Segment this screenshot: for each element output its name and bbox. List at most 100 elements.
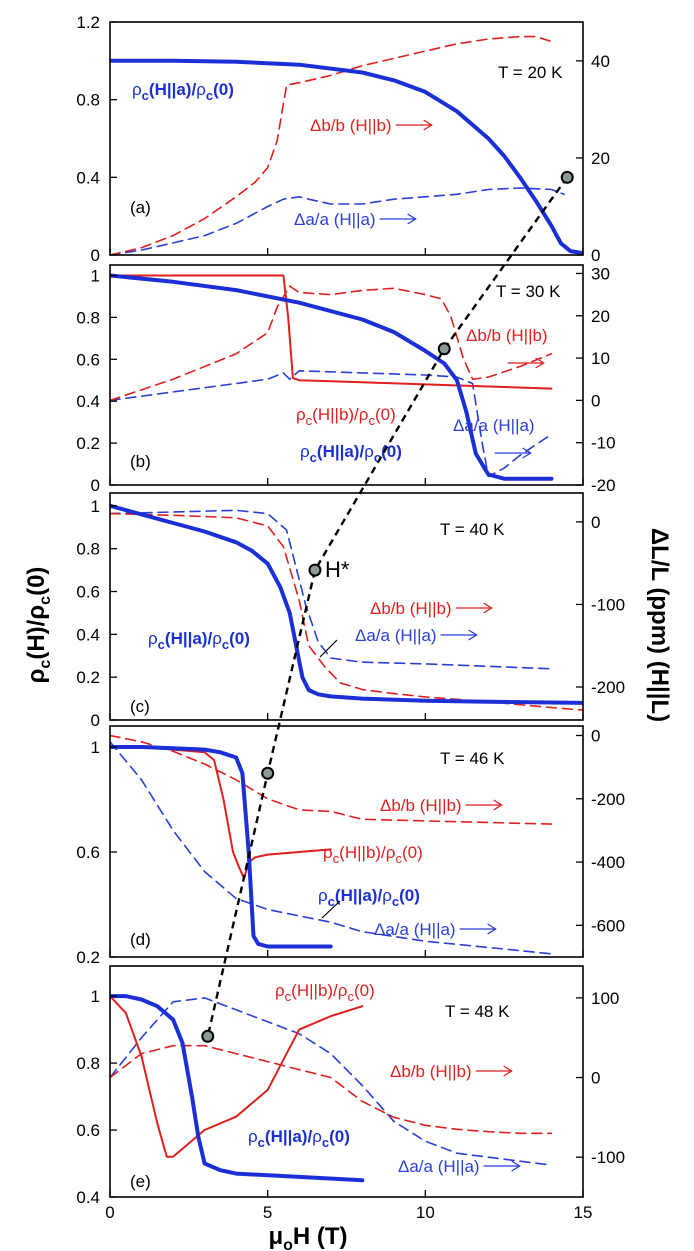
- series-group: [110, 35, 583, 255]
- temperature-label: T = 30 K: [496, 282, 561, 301]
- left-tick-label: 0.4: [76, 625, 100, 644]
- series-db: [110, 1044, 553, 1135]
- panel-frame: [109, 725, 584, 958]
- panel-1: 0 0.2 0.4 0.6 0.8 1 -20 -10 0 10 20 30 T = 30 K (b) ρc…: [76, 264, 616, 495]
- panel-3: 0.2 0.6 1 -600 -400 -200 0 T = 46 K (d) Δb/b (H||…: [76, 725, 625, 967]
- x-tick-label: 5: [263, 1203, 272, 1222]
- left-tick-label: 0.8: [76, 540, 100, 559]
- label-db: Δb/b (H||b): [380, 796, 462, 815]
- y-axis-label-right: ΔL/L (ppm) (H||L): [646, 528, 673, 722]
- x-axis: 0 5 10 15: [105, 1203, 592, 1222]
- label-db: Δb/b (H||b): [390, 1062, 472, 1081]
- arrow-db: [507, 357, 545, 369]
- left-tick-label: 0: [91, 711, 100, 730]
- label-db: Δb/b (H||b): [466, 326, 548, 345]
- x-tick-label: 0: [105, 1203, 114, 1222]
- hstar-marker: [261, 766, 275, 780]
- label-rho_b: ρc​(H||b)/ρc​(0): [323, 843, 423, 866]
- arrow-da: [483, 1160, 521, 1172]
- panel-letter: (b): [130, 452, 151, 471]
- series-rho_a: [110, 58, 583, 255]
- series-da: [110, 741, 553, 955]
- panel-frame: [109, 965, 584, 1198]
- left-tick-label: 0.4: [76, 1188, 100, 1207]
- series-db: [110, 512, 583, 711]
- label-da: Δa/a (H||a): [453, 416, 535, 435]
- leader-line: [319, 639, 338, 658]
- panel-frame: [109, 492, 584, 721]
- label-rho_a: ρc​(H||a)/ρc​(0): [318, 886, 420, 909]
- left-tick-label: 1: [91, 738, 100, 757]
- left-tick-label: 0.8: [76, 1054, 100, 1073]
- right-tick-label: 0: [591, 513, 600, 532]
- series-rho_b: [110, 274, 553, 390]
- left-tick-label: 0: [91, 246, 100, 265]
- left-tick-label: 0.4: [76, 168, 100, 187]
- left-tick-label: 0.2: [76, 668, 100, 687]
- y-axis-label-left: ρc(H)/ρc(0): [23, 567, 54, 684]
- series-group: [110, 734, 553, 955]
- series-group: [110, 994, 553, 1183]
- right-tick-label: 0: [591, 726, 600, 745]
- left-tick-label: 0.6: [76, 1121, 100, 1140]
- hstar-marker: [560, 170, 574, 184]
- label-rho_a: ρc​(H||a)/ρc​(0): [300, 442, 402, 465]
- series-group: [110, 273, 554, 481]
- panels: 0 0.4 0.8 1.2 0 20 40 T = 20 K (a) ρc​(H||a)/ρc​(…: [76, 13, 625, 1207]
- label-rho_a: ρc​(H||a)/ρc​(0): [148, 629, 250, 652]
- panel-letter: (a): [130, 198, 151, 217]
- arrow-da: [494, 447, 532, 459]
- x-tick-label: 10: [416, 1203, 435, 1222]
- left-tick-label: 0.8: [76, 91, 100, 110]
- label-db: Δb/b (H||b): [310, 116, 392, 135]
- right-tick-label: 10: [591, 349, 610, 368]
- right-tick-label: 0: [591, 246, 600, 265]
- left-tick-label: 0.4: [76, 392, 100, 411]
- left-tick-label: 1: [91, 987, 100, 1006]
- series-rho_a: [110, 273, 554, 481]
- series-da: [110, 997, 553, 1166]
- right-tick-label: -200: [591, 790, 625, 809]
- panel-2: 0 0.2 0.4 0.6 0.8 1 -200 -100 0 T = 40 K (c) ρc​(H|…: [76, 492, 625, 730]
- left-tick-label: 0.6: [76, 350, 100, 369]
- series-rho_a: [110, 503, 583, 705]
- temperature-label: T = 46 K: [440, 749, 505, 768]
- label-db: Δb/b (H||b): [370, 599, 452, 618]
- left-tick-label: 0.6: [76, 843, 100, 862]
- left-tick-label: 0.2: [76, 948, 100, 967]
- hstar-label: H*: [325, 557, 350, 582]
- arrow-db: [465, 799, 503, 811]
- series-rho_a: [110, 745, 333, 949]
- arrow-db: [455, 602, 493, 614]
- arrow-db: [475, 1065, 513, 1077]
- right-tick-label: -400: [591, 853, 625, 872]
- right-tick-label: 30: [591, 264, 610, 283]
- left-tick-label: 1: [91, 497, 100, 516]
- hstar-marker: [201, 1029, 215, 1043]
- left-tick-label: 0.2: [76, 434, 100, 453]
- label-da: Δa/a (H||a): [374, 920, 456, 939]
- right-tick-label: -10: [591, 434, 616, 453]
- left-tick-label: 1.2: [76, 13, 100, 32]
- series-da: [110, 370, 553, 478]
- panel-letter: (e): [130, 1172, 151, 1191]
- label-rho_b: ρc​(H||b)/ρc​(0): [275, 981, 375, 1004]
- panel-frame: [109, 21, 584, 256]
- arrow-da: [440, 629, 478, 641]
- panel-0: 0 0.4 0.8 1.2 0 20 40 T = 20 K (a) ρc​(H||a)/ρc​(…: [76, 13, 610, 265]
- right-tick-label: 20: [591, 307, 610, 326]
- series-da: [110, 509, 553, 670]
- right-tick-label: 0: [591, 1069, 600, 1088]
- right-tick-label: 100: [591, 989, 619, 1008]
- right-tick-label: -100: [591, 595, 625, 614]
- panel-letter: (c): [130, 697, 150, 716]
- label-da: Δa/a (H||a): [294, 210, 376, 229]
- left-tick-label: 0.6: [76, 583, 100, 602]
- leader-line: [321, 900, 341, 919]
- x-axis-label: μoH (T): [268, 1223, 347, 1251]
- left-tick-label: 0.8: [76, 308, 100, 327]
- series-db: [110, 734, 553, 825]
- left-tick-label: 1: [91, 266, 100, 285]
- hstar-marker: [437, 342, 451, 356]
- right-tick-label: -100: [591, 1148, 625, 1167]
